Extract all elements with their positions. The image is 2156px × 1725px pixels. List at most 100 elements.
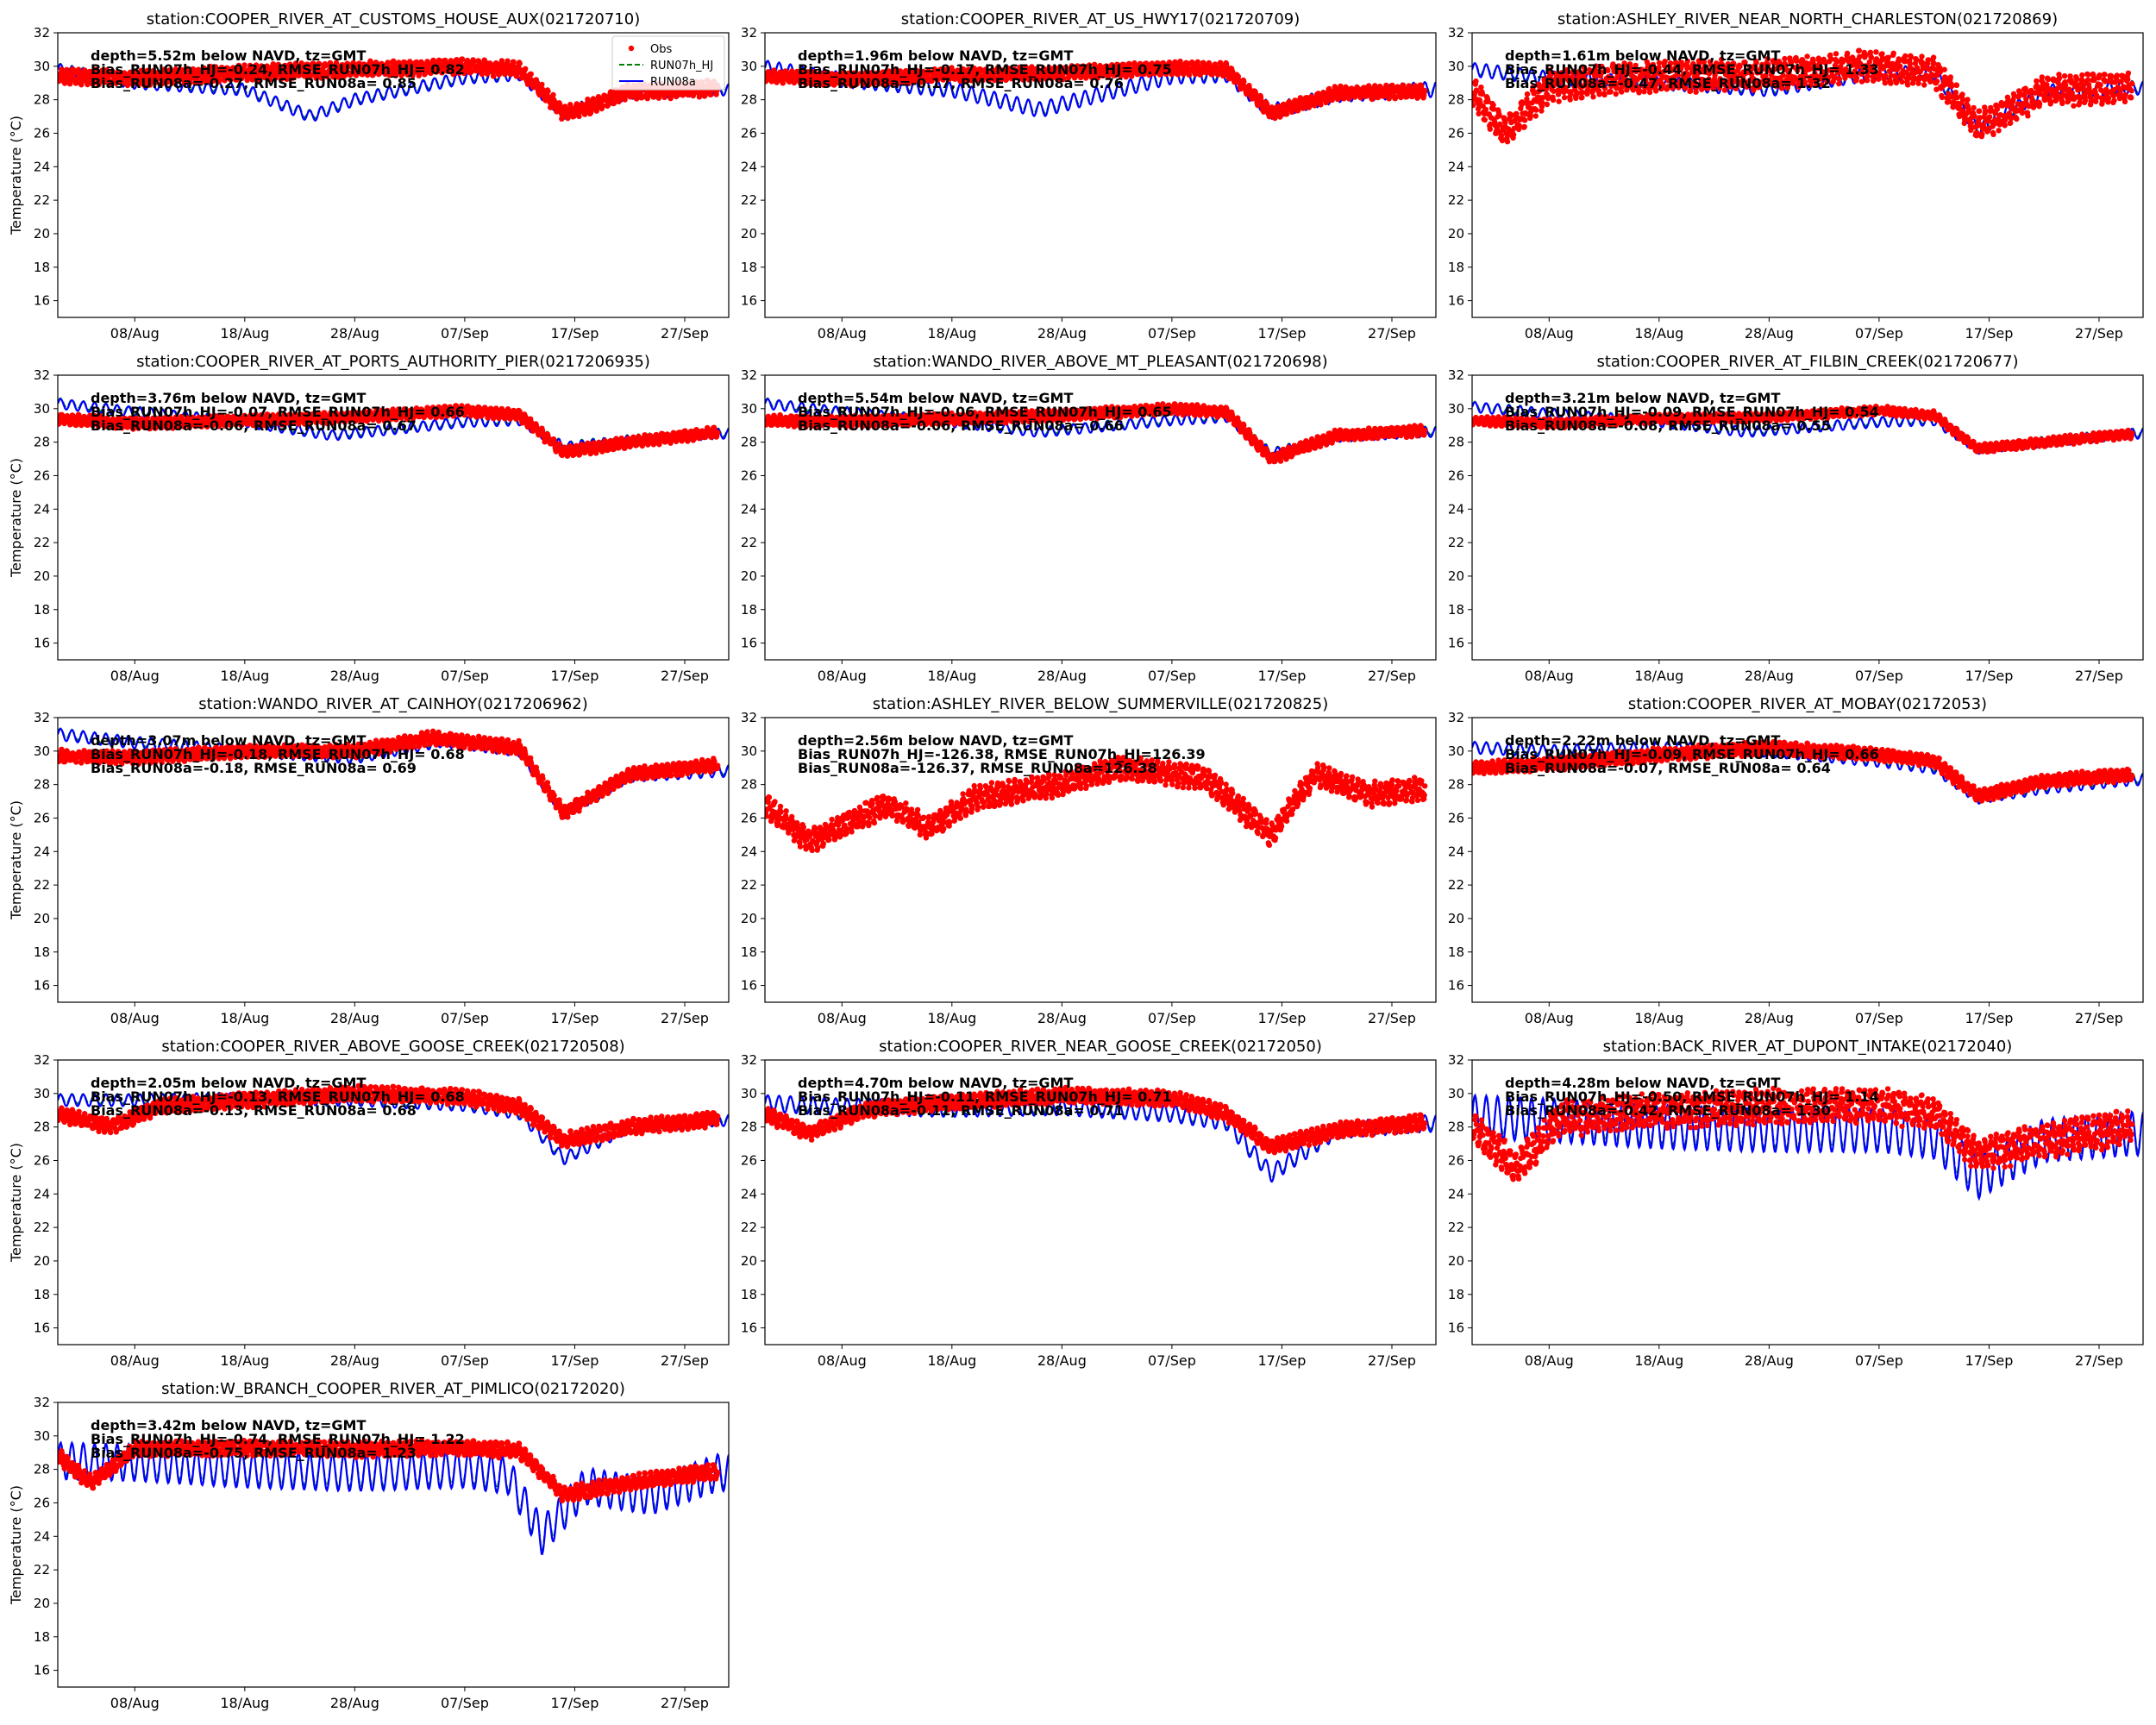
obs-point — [611, 100, 617, 106]
obs-point — [382, 71, 389, 78]
y-tick-label: 32 — [741, 25, 757, 41]
obs-point — [1890, 50, 1896, 56]
y-tick-label: 24 — [34, 501, 50, 517]
obs-point — [1533, 107, 1539, 113]
obs-point — [617, 97, 623, 103]
obs-point — [1930, 54, 1937, 60]
obs-point — [1590, 94, 1596, 100]
obs-point — [571, 113, 577, 120]
y-tick-label: 16 — [34, 293, 50, 309]
obs-point — [1873, 49, 1879, 55]
obs-point — [2019, 110, 2026, 116]
obs-point — [245, 74, 251, 80]
obs-point — [356, 60, 362, 66]
subplot-title: station:COOPER_RIVER_AT_US_HWY17(0217207… — [901, 10, 1300, 28]
obs-point — [1422, 88, 1428, 94]
x-tick-label: 28/Aug — [330, 668, 379, 684]
y-tick-label: 22 — [1448, 192, 1464, 208]
plot-area — [58, 56, 729, 122]
obs-point — [454, 57, 460, 63]
y-tick-label: 28 — [34, 92, 50, 108]
obs-point — [2074, 76, 2080, 83]
y-tick-label: 30 — [1448, 59, 1464, 74]
obs-point — [119, 79, 126, 86]
subplot-1: station:COOPER_RIVER_AT_CUSTOMS_HOUSE_AU… — [8, 10, 730, 342]
obs-point — [234, 77, 240, 83]
obs-point — [1894, 77, 1900, 84]
obs-point — [2128, 88, 2134, 94]
obs-point — [256, 75, 263, 82]
x-tick-label: 08/Aug — [818, 325, 867, 342]
obs-point — [1596, 91, 1602, 97]
obs-point — [185, 66, 191, 73]
obs-point — [373, 61, 380, 67]
obs-point — [1856, 47, 1862, 53]
obs-point — [1948, 83, 1955, 90]
y-tick-label: 18 — [741, 260, 757, 275]
obs-point — [399, 71, 405, 77]
obs-point — [1858, 78, 1865, 85]
obs-point — [1482, 106, 1489, 113]
legend-entry: Obs — [650, 43, 672, 56]
obs-point — [219, 66, 225, 72]
y-tick-label: 24 — [1448, 159, 1464, 174]
subplot-title: station:COOPER_RIVER_AT_PORTS_AUTHORITY_… — [136, 353, 650, 371]
obs-point — [2128, 95, 2134, 101]
y-tick-label: 22 — [741, 192, 757, 208]
obs-point — [580, 101, 586, 108]
x-tick-label: 18/Aug — [1634, 325, 1683, 342]
obs-point — [1904, 82, 1911, 88]
obs-point — [789, 68, 795, 74]
obs-point — [434, 68, 440, 75]
obs-point — [1504, 139, 1511, 145]
obs-point — [124, 82, 131, 89]
obs-point — [1921, 82, 1927, 88]
obs-point — [317, 61, 323, 67]
x-tick-label: 07/Sep — [1148, 325, 1196, 342]
obs-point — [108, 78, 114, 85]
obs-point — [2025, 113, 2031, 119]
obs-point — [517, 60, 523, 66]
legend-entry: RUN08a — [650, 76, 696, 89]
obs-point — [1871, 78, 1877, 84]
obs-point — [1241, 78, 1247, 85]
x-tick-label: 27/Sep — [2075, 325, 2123, 342]
obs-point — [2122, 98, 2128, 105]
obs-point — [1939, 94, 1946, 101]
obs-point — [2125, 76, 2131, 83]
obs-point — [388, 72, 394, 78]
obs-point — [539, 81, 545, 88]
obs-point — [2096, 72, 2103, 78]
y-tick-label: 26 — [741, 125, 757, 141]
obs-point — [1318, 102, 1324, 108]
obs-point — [2002, 122, 2008, 129]
obs-point — [279, 75, 285, 81]
obs-point — [2105, 96, 2112, 102]
x-tick-label: 07/Sep — [1855, 325, 1903, 342]
obs-point — [205, 77, 211, 83]
subplot-title: station:COOPER_RIVER_AT_CUSTOMS_HOUSE_AU… — [147, 10, 640, 28]
obs-point — [2082, 97, 2089, 104]
y-tick-label: 32 — [34, 25, 50, 41]
obs-point — [2122, 91, 2128, 98]
x-tick-label: 27/Sep — [661, 668, 709, 684]
obs-point — [2059, 100, 2065, 107]
obs-point — [1979, 131, 1985, 137]
obs-point — [528, 71, 534, 78]
obs-point — [179, 66, 185, 73]
obs-point — [1579, 94, 1585, 101]
y-tick-label: 28 — [1448, 92, 1464, 108]
obs-point — [2085, 72, 2091, 78]
obs-point — [1902, 53, 1908, 60]
obs-point — [1888, 80, 1894, 86]
obs-point — [545, 88, 551, 95]
obs-point — [1919, 53, 1925, 60]
y-tick-label: 20 — [741, 226, 757, 242]
obs-point — [1987, 114, 1993, 120]
obs-point — [1522, 117, 1528, 123]
annotation-3: Bias_RUN08a=-0.17, RMSE_RUN08a= 0.76 — [798, 75, 1124, 91]
obs-point — [2125, 70, 2132, 77]
y-axis-label: Temperature (°C) — [8, 116, 24, 235]
y-tick-label: 24 — [741, 159, 757, 174]
x-tick-label: 28/Aug — [330, 325, 379, 342]
